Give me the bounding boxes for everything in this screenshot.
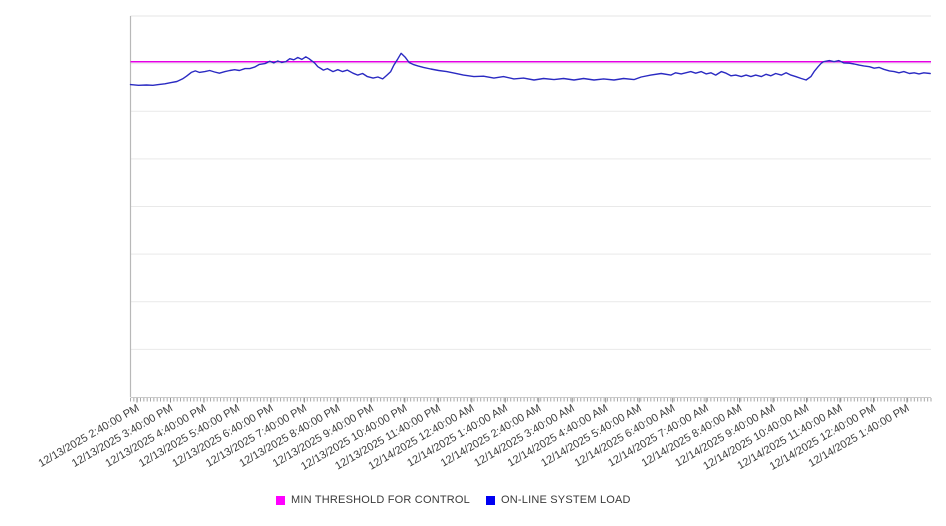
legend-label-threshold: MIN THRESHOLD FOR CONTROL	[291, 494, 470, 506]
load-series-swatch-icon	[485, 495, 495, 505]
system-load-line	[129, 52, 931, 87]
chart-legend: MIN THRESHOLD FOR CONTROL ON-LINE SYSTEM…	[276, 494, 631, 506]
threshold-series-swatch-icon	[276, 495, 285, 505]
legend-label-load: ON-LINE SYSTEM LOAD	[500, 494, 631, 506]
legend-item-min-threshold: MIN THRESHOLD FOR CONTROL	[276, 494, 470, 506]
legend-item-system-load: ON-LINE SYSTEM LOAD	[485, 494, 631, 506]
